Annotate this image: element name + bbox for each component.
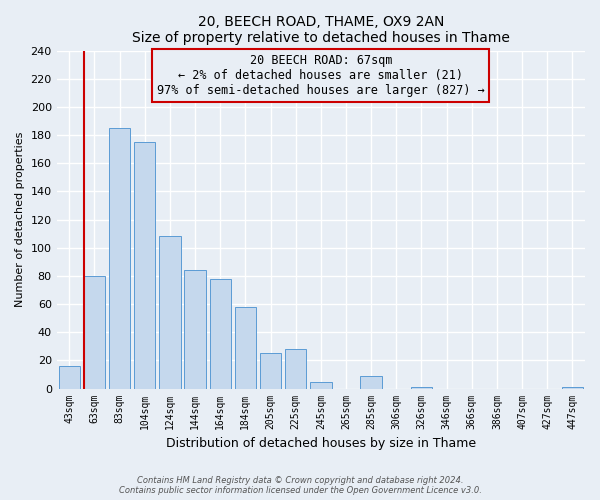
Bar	[235, 307, 256, 388]
Bar	[109, 128, 130, 388]
Bar	[361, 376, 382, 388]
Bar	[84, 276, 105, 388]
Bar	[159, 236, 181, 388]
X-axis label: Distribution of detached houses by size in Thame: Distribution of detached houses by size …	[166, 437, 476, 450]
Bar	[59, 366, 80, 388]
Bar	[209, 278, 231, 388]
Title: 20, BEECH ROAD, THAME, OX9 2AN
Size of property relative to detached houses in T: 20, BEECH ROAD, THAME, OX9 2AN Size of p…	[132, 15, 510, 45]
Bar	[285, 349, 307, 389]
Bar	[134, 142, 155, 388]
Y-axis label: Number of detached properties: Number of detached properties	[15, 132, 25, 307]
Bar	[562, 387, 583, 388]
Bar	[310, 382, 332, 388]
Bar	[184, 270, 206, 388]
Bar	[411, 387, 432, 388]
Bar	[260, 354, 281, 388]
Text: Contains HM Land Registry data © Crown copyright and database right 2024.
Contai: Contains HM Land Registry data © Crown c…	[119, 476, 481, 495]
Text: 20 BEECH ROAD: 67sqm
← 2% of detached houses are smaller (21)
97% of semi-detach: 20 BEECH ROAD: 67sqm ← 2% of detached ho…	[157, 54, 485, 97]
